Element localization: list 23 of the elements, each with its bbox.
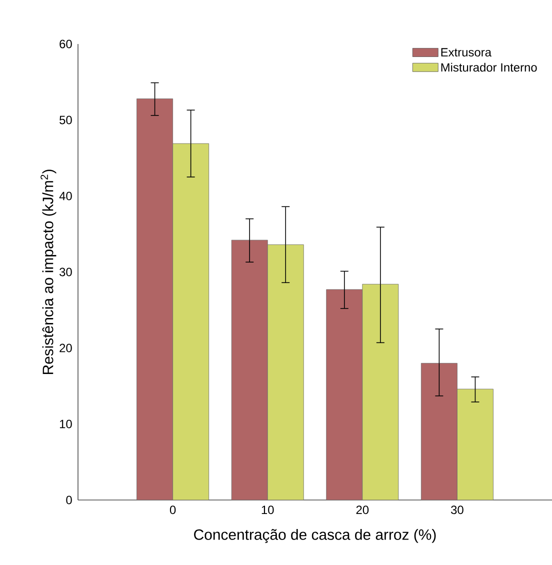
- bar: [362, 284, 399, 500]
- y-tick-label: 20: [60, 344, 72, 352]
- bar: [172, 143, 210, 500]
- bar: [267, 244, 304, 500]
- y-tick-label: 40: [59, 192, 72, 200]
- x-tick-label: 20: [356, 506, 369, 514]
- legend-label: Extrusora: [441, 48, 492, 57]
- y-tick-label: 30: [60, 268, 72, 276]
- y-tick-label: 10: [60, 420, 72, 428]
- bar: [326, 289, 363, 500]
- x-tick-label: 10: [262, 506, 274, 514]
- legend-label: Misturador Interno: [441, 62, 537, 72]
- y-axis-title: Resistência ao impacto (kJ/m$^{2}$): [40, 170, 56, 374]
- x-tick-label: 30: [451, 506, 464, 514]
- bar: [136, 98, 173, 500]
- x-axis-title: Concentração de casca de arroz (%): [194, 528, 436, 543]
- x-tick-label: 0: [170, 506, 176, 514]
- bar: [231, 240, 268, 500]
- y-tick-label: 50: [60, 116, 72, 124]
- y-tick-label: 0: [66, 496, 72, 504]
- y-tick-label: 60: [60, 40, 72, 48]
- bar: [457, 388, 494, 500]
- bar: [420, 363, 458, 500]
